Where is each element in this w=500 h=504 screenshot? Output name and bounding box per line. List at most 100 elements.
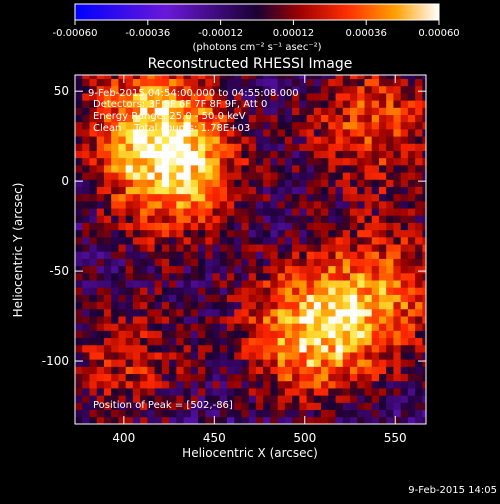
heatmap-cell [342, 128, 351, 137]
heatmap-cell [190, 85, 199, 94]
heatmap-cell [212, 294, 221, 303]
heatmap-cell [241, 157, 250, 166]
heatmap-cell [147, 200, 156, 209]
heatmap-cell [89, 179, 98, 187]
heatmap-cell [255, 157, 264, 166]
heatmap-cell [241, 128, 250, 137]
heatmap-cell [190, 179, 199, 187]
heatmap-cell [342, 107, 351, 115]
heatmap-cell [422, 200, 426, 209]
heatmap-cell [82, 316, 90, 324]
heatmap-cell [125, 107, 134, 115]
heatmap-cell [371, 107, 380, 115]
heatmap-cell [169, 359, 177, 367]
heatmap-cell [140, 215, 148, 223]
heatmap-cell [154, 388, 163, 396]
heatmap-cell [212, 395, 221, 403]
heatmap-cell [277, 136, 286, 144]
heatmap-cell [350, 186, 358, 195]
heatmap-cell [270, 92, 279, 101]
heatmap-cell [342, 100, 351, 108]
heatmap-cell [335, 150, 344, 159]
heatmap-cell [140, 75, 148, 79]
heatmap-cell [371, 352, 380, 360]
heatmap-cell [118, 409, 127, 418]
heatmap-cell [371, 280, 380, 288]
heatmap-cell [357, 323, 365, 331]
heatmap-cell [176, 373, 184, 382]
heatmap-cell [132, 366, 141, 375]
heatmap-cell [75, 352, 83, 360]
heatmap-cell [255, 186, 264, 195]
heatmap-cell [284, 287, 293, 295]
heatmap-cell [118, 308, 127, 317]
heatmap-cell [248, 92, 257, 101]
heatmap-cell [292, 280, 300, 288]
heatmap-cell [371, 179, 380, 187]
heatmap-cell [75, 236, 83, 245]
heatmap-cell [386, 193, 394, 202]
heatmap-cell [263, 114, 271, 123]
heatmap-cell [306, 164, 315, 173]
heatmap-cell [89, 301, 98, 310]
heatmap-cell [371, 251, 380, 259]
heatmap-cell [357, 143, 365, 151]
heatmap-cell [342, 172, 351, 180]
heatmap-cell [176, 294, 184, 303]
heatmap-cell [277, 179, 286, 187]
heatmap-cell [342, 258, 351, 267]
heatmap-cell [169, 164, 177, 173]
heatmap-cell [111, 186, 119, 195]
heatmap-cell [111, 179, 119, 187]
heatmap-cell [306, 143, 315, 151]
heatmap-cell [255, 402, 264, 411]
heatmap-cell [140, 272, 148, 281]
heatmap-cell [248, 164, 257, 173]
heatmap-cell [198, 222, 206, 231]
heatmap-cell [364, 164, 373, 173]
heatmap-cell [169, 308, 177, 317]
heatmap-cell [386, 323, 394, 331]
heatmap-cell [205, 337, 213, 346]
heatmap-cell [270, 193, 279, 202]
heatmap-cell [378, 409, 387, 418]
heatmap-cell [241, 402, 250, 411]
heatmap-cell [89, 222, 98, 231]
heatmap-cell [321, 114, 329, 123]
heatmap-cell [241, 107, 250, 115]
heatmap-cell [270, 200, 279, 209]
heatmap-cell [335, 287, 344, 295]
heatmap-cell [219, 395, 228, 403]
heatmap-cell [161, 287, 170, 295]
heatmap-cell [292, 78, 300, 87]
heatmap-cell [306, 150, 315, 159]
heatmap-cell [371, 136, 380, 144]
heatmap-cell [219, 200, 228, 209]
heatmap-cell [147, 208, 156, 216]
heatmap-cell [147, 172, 156, 180]
heatmap-cell [147, 229, 156, 238]
heatmap-cell [415, 78, 423, 87]
heatmap-cell [176, 75, 184, 79]
heatmap-cell [205, 222, 213, 231]
heatmap-cell [103, 373, 112, 382]
heatmap-cell [118, 172, 127, 180]
heatmap-cell [335, 78, 344, 87]
heatmap-cell [378, 164, 387, 173]
heatmap-cell [422, 366, 426, 375]
heatmap-cell [270, 280, 279, 288]
heatmap-cell [75, 179, 83, 187]
heatmap-cell [263, 143, 271, 151]
heatmap-cell [263, 186, 271, 195]
heatmap-cell [342, 409, 351, 418]
heatmap-cell [378, 402, 387, 411]
heatmap-cell [183, 215, 192, 223]
heatmap-cell [335, 402, 344, 411]
heatmap-cell [176, 395, 184, 403]
heatmap-cell [176, 409, 184, 418]
heatmap-cell [292, 402, 300, 411]
heatmap-cell [169, 121, 177, 130]
heatmap-cell [306, 222, 315, 231]
heatmap-cell [393, 193, 402, 202]
heatmap-cell [75, 172, 83, 180]
